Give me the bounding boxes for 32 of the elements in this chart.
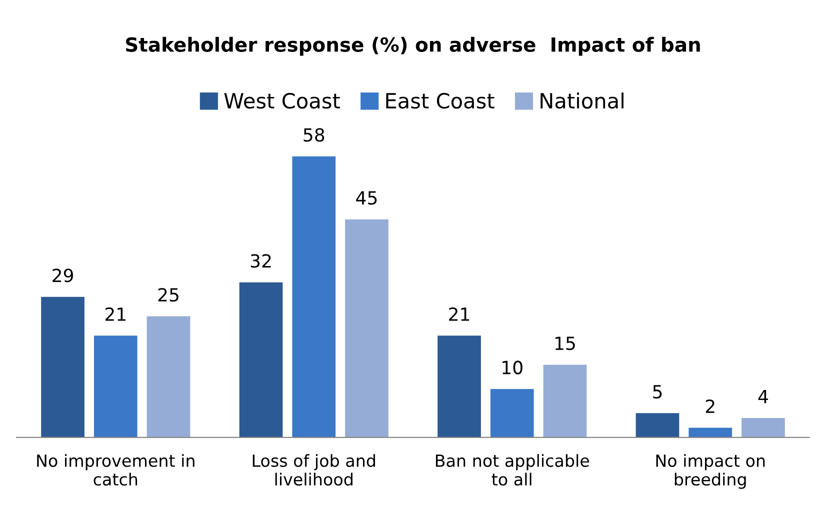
- bar: [41, 296, 84, 438]
- x-tick-label: Ban not applicable to all: [436, 454, 590, 486]
- bar: [292, 156, 336, 438]
- data-label: 21: [449, 307, 470, 321]
- x-tick-label: Loss of job and livelihood: [252, 454, 376, 486]
- x-tick-label: No impact on breeding: [656, 454, 765, 489]
- data-label: 45: [356, 191, 377, 205]
- x-tick-label: No improvement in catch: [37, 454, 194, 486]
- data-label: 2: [706, 399, 714, 413]
- bar: [345, 219, 388, 438]
- bar: [688, 428, 732, 438]
- data-label: 21: [105, 307, 126, 321]
- legend-label: National: [540, 92, 624, 109]
- chart-title: Stakeholder response (%) on adverse Impact of ban: [126, 36, 700, 56]
- bar: [543, 364, 587, 438]
- data-label: 15: [555, 336, 575, 350]
- data-label: 10: [502, 360, 522, 374]
- legend-label: West Coast: [224, 92, 340, 109]
- data-label: 32: [250, 254, 271, 268]
- bar: [438, 336, 481, 438]
- bar: [239, 282, 283, 438]
- legend-label: East Coast: [386, 92, 494, 109]
- bar: [742, 418, 785, 438]
- bar: [146, 316, 190, 438]
- bar: [636, 413, 680, 438]
- data-label: 25: [158, 288, 178, 302]
- bar: [94, 336, 138, 438]
- data-label: 4: [758, 390, 768, 404]
- data-label: 58: [304, 128, 324, 142]
- data-label: 29: [52, 268, 73, 282]
- data-label: 5: [653, 385, 662, 399]
- bar: [490, 388, 534, 438]
